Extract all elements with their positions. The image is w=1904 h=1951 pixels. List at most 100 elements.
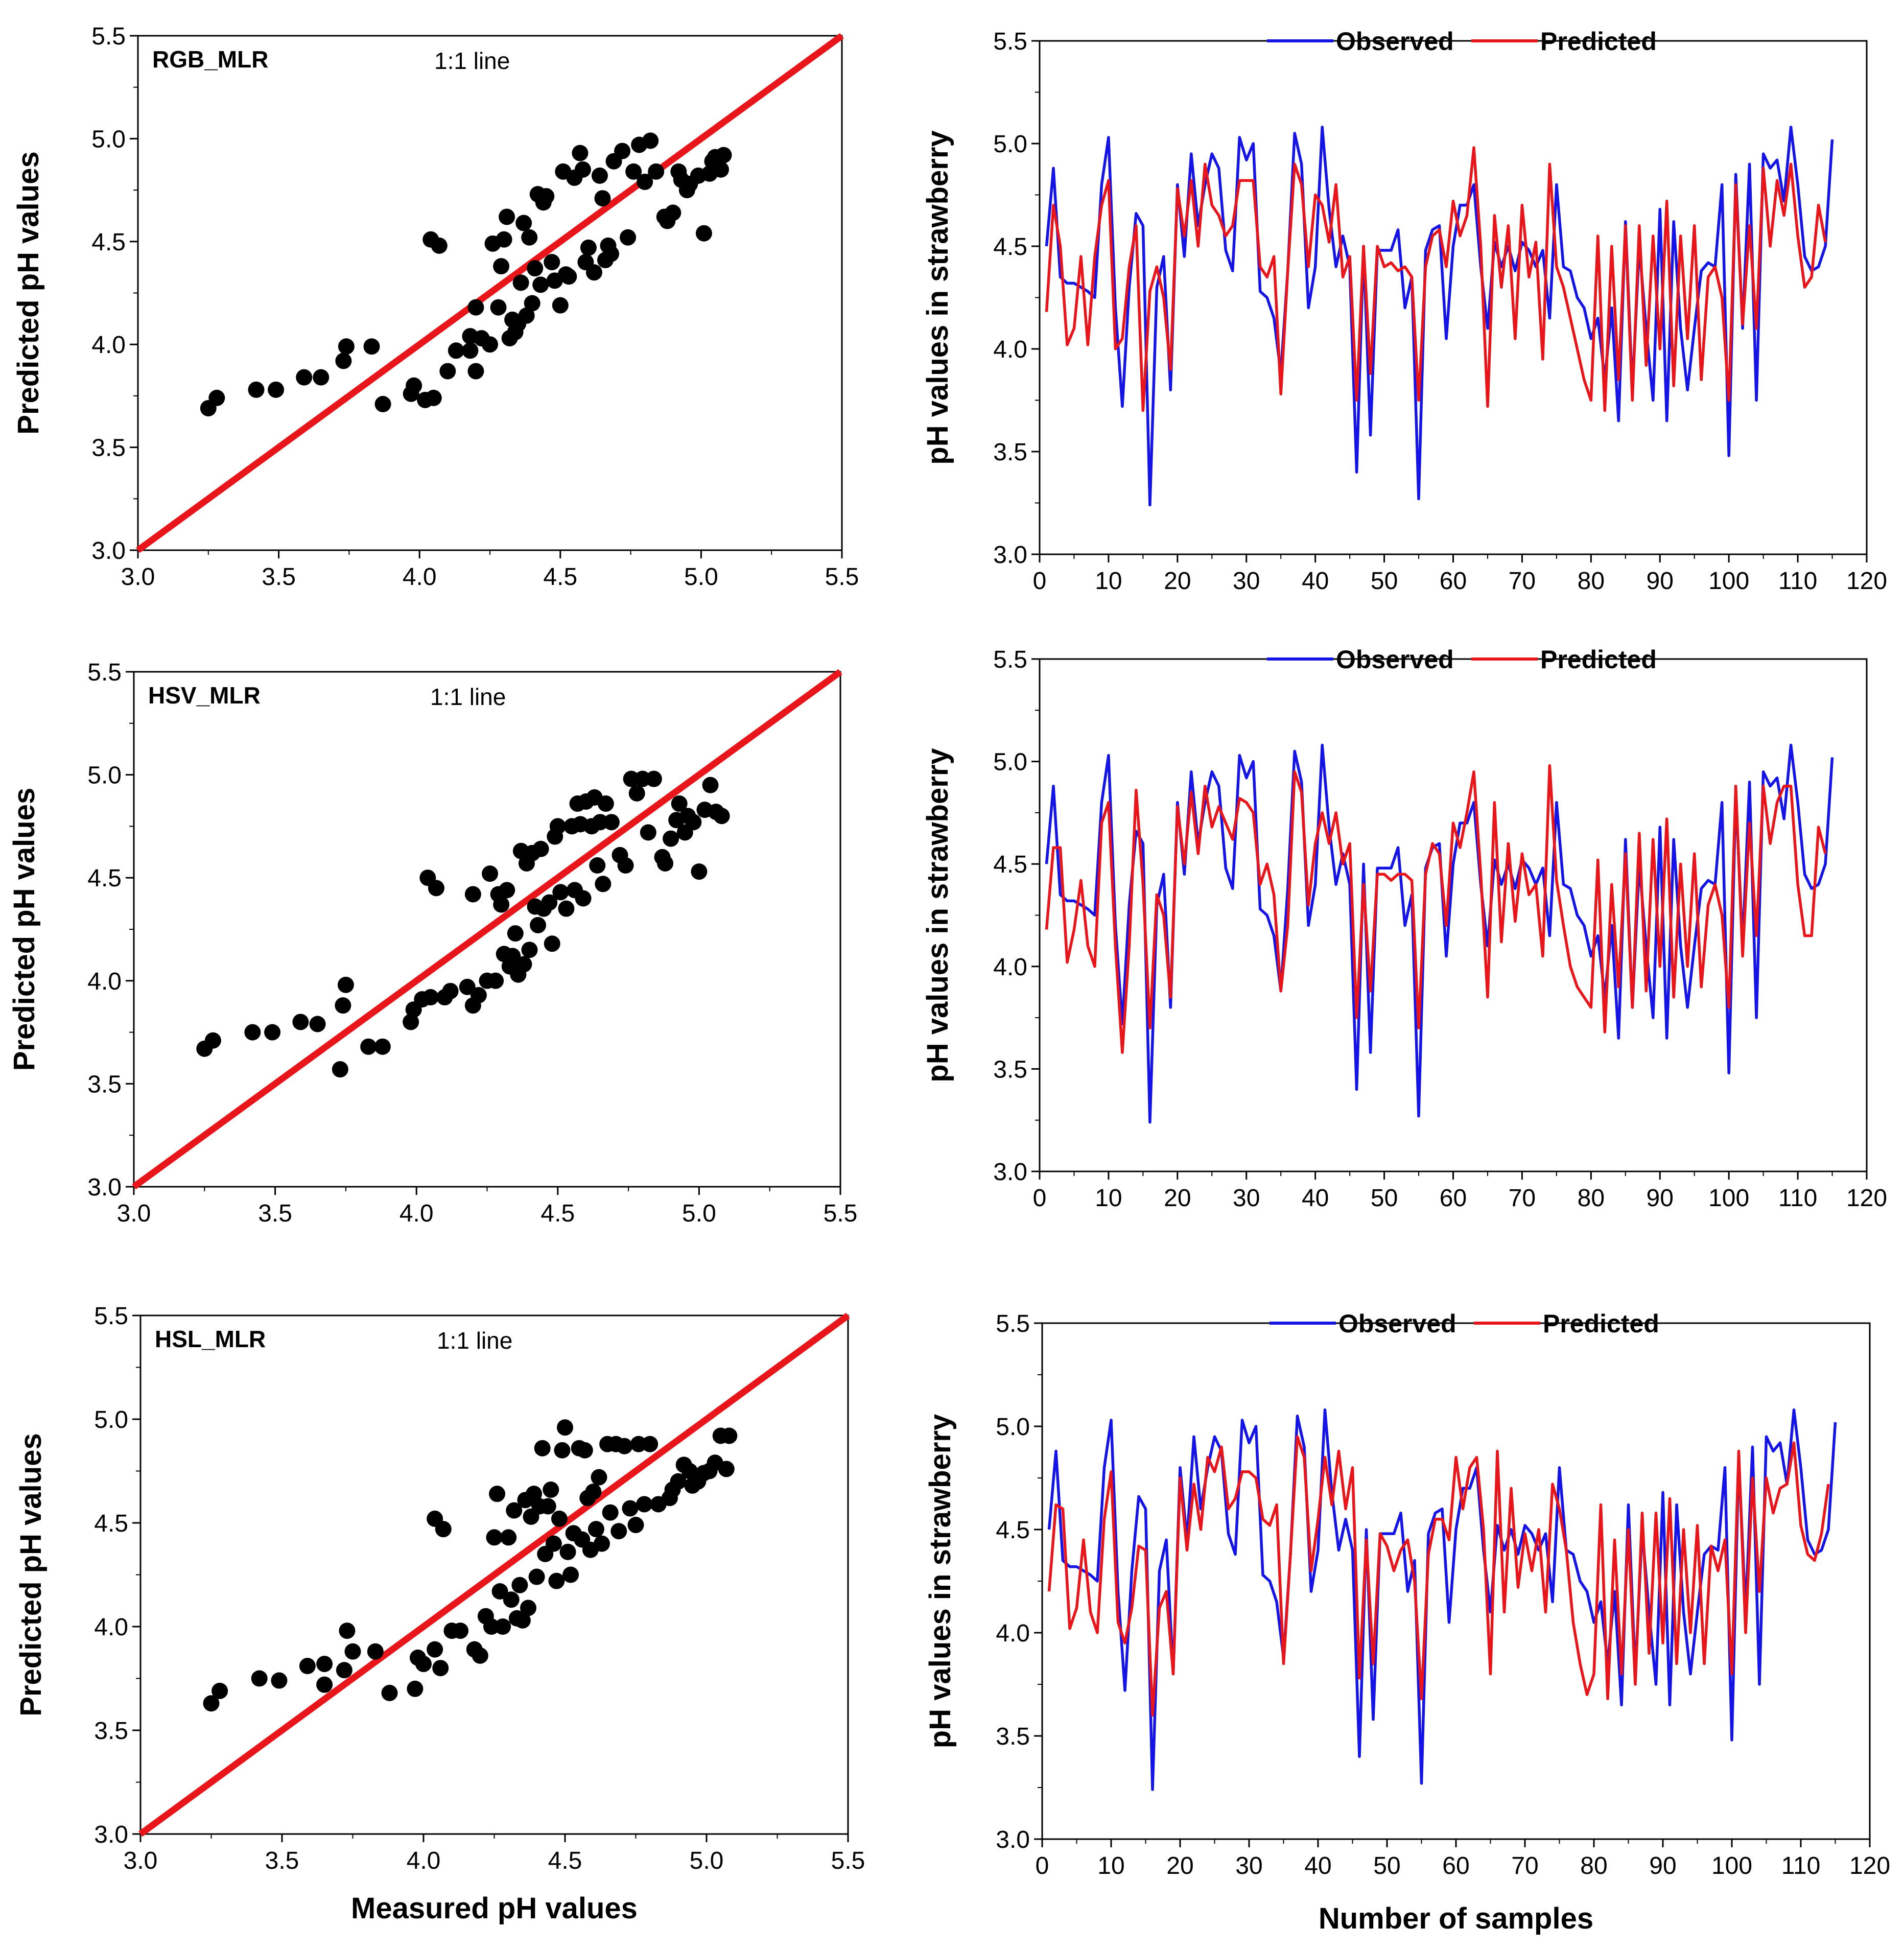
scatter-point [595, 876, 612, 892]
scatter-point [495, 1618, 511, 1635]
scatter-point [435, 1521, 452, 1538]
scatter-point [597, 795, 614, 812]
scatter-point [636, 1496, 653, 1513]
scatter-point [614, 143, 631, 159]
legend-label-predicted: Predicted [1540, 27, 1657, 56]
scatter-point [575, 890, 592, 907]
legend-label-predicted: Predicted [1540, 645, 1657, 674]
scatter-point [316, 1676, 333, 1693]
y-tick-label: 4.0 [94, 1614, 128, 1641]
scatter-point [663, 830, 679, 847]
scatter-point [532, 276, 549, 293]
scatter-point [548, 1572, 565, 1589]
scatter-point [482, 865, 499, 882]
y-tick-label: 3.5 [993, 1056, 1027, 1083]
scatter-point [506, 1502, 523, 1519]
scatter-point [558, 900, 575, 917]
scatter-point [552, 884, 569, 901]
x-tick-label: 4.0 [407, 1847, 441, 1874]
scatter-point [520, 1600, 536, 1616]
x-tick-label: 110 [1778, 568, 1818, 595]
x-tick-label: 10 [1097, 1852, 1124, 1879]
scatter-point [630, 1436, 647, 1452]
series-line-predicted [1045, 764, 1827, 1054]
scatter-point [617, 857, 634, 874]
x-tick-label: 60 [1440, 568, 1467, 595]
scatter-point [718, 1461, 735, 1477]
x-tick-label: 70 [1509, 1185, 1536, 1212]
scatter-point [442, 982, 459, 999]
x-tick-label: 90 [1649, 1852, 1676, 1879]
y-axis-title: pH values in strawberry [924, 1414, 957, 1748]
scatter-point [627, 1517, 644, 1534]
scatter-point [695, 225, 712, 242]
y-tick-label: 5.5 [993, 646, 1027, 673]
scatter-point [713, 808, 730, 825]
scatter-point [543, 1482, 559, 1498]
y-tick-label: 4.5 [94, 1510, 128, 1537]
scatter-point [462, 342, 479, 359]
scatter-point [344, 1643, 361, 1660]
scatter-point [407, 1680, 424, 1697]
reference-line [136, 33, 844, 553]
scatter-point [499, 882, 515, 899]
x-tick-label: 20 [1166, 1852, 1193, 1879]
y-tick-label: 3.0 [91, 537, 126, 565]
y-tick-label: 4.5 [87, 865, 122, 892]
scatter-point [670, 1473, 687, 1490]
scatter-point [552, 297, 569, 314]
series-line-observed [1045, 743, 1834, 1124]
x-tick-label: 30 [1235, 1852, 1262, 1879]
scatter-point [712, 161, 729, 178]
scatter-point [594, 1535, 610, 1552]
y-tick-label: 3.5 [91, 435, 126, 462]
x-tick-label: 40 [1302, 568, 1329, 595]
scatter-point [545, 1535, 562, 1552]
scatter-point [432, 1660, 449, 1677]
scatter-point [559, 1543, 576, 1560]
y-tick-label: 5.5 [993, 28, 1027, 55]
scatter-point [691, 863, 708, 880]
x-tick-label: 90 [1647, 1185, 1674, 1212]
scatter-point [360, 1038, 377, 1055]
scatter-point [338, 338, 355, 355]
scatter-point [541, 894, 558, 911]
y-tick-label: 5.5 [91, 23, 126, 50]
x-tick-label: 30 [1233, 1185, 1260, 1212]
scatter-point [589, 857, 606, 874]
scatter-point [493, 258, 510, 275]
scatter-point [499, 208, 515, 225]
x-tick-label: 30 [1233, 568, 1260, 595]
scatter-point [500, 1529, 517, 1546]
scatter-point [211, 1682, 228, 1699]
legend-label-observed: Observed [1336, 27, 1454, 56]
scatter-point [448, 342, 464, 359]
scatter-point [665, 204, 681, 221]
scatter-point [524, 295, 540, 312]
scatter-point [623, 770, 640, 787]
scatter-point [634, 770, 651, 787]
y-tick-label: 3.5 [94, 1718, 128, 1745]
x-tick-label: 110 [1778, 1185, 1818, 1212]
y-tick-label: 4.5 [91, 229, 126, 256]
scatter-point [592, 814, 608, 831]
x-tick-label: 50 [1371, 568, 1398, 595]
scatter-point [671, 795, 688, 812]
x-tick-label: 70 [1511, 1852, 1538, 1879]
scatter-point [496, 231, 512, 248]
panel-title: HSV_MLR [148, 682, 261, 709]
y-tick-label: 4.5 [996, 1517, 1030, 1544]
scatter-point [585, 1484, 602, 1500]
scatter-point [467, 363, 484, 380]
scatter-point [603, 814, 620, 831]
scatter-point [648, 163, 665, 180]
x-tick-label: 80 [1580, 1852, 1607, 1879]
x-tick-label: 3.5 [258, 1200, 292, 1227]
scatter-point [554, 1442, 571, 1459]
x-tick-label: 3.0 [121, 563, 155, 591]
y-tick-label: 3.0 [993, 1159, 1027, 1186]
y-tick-label: 3.5 [993, 439, 1027, 466]
scatter-point [530, 916, 547, 933]
x-tick-label: 60 [1440, 1185, 1467, 1212]
legend-label-observed: Observed [1338, 1309, 1456, 1338]
